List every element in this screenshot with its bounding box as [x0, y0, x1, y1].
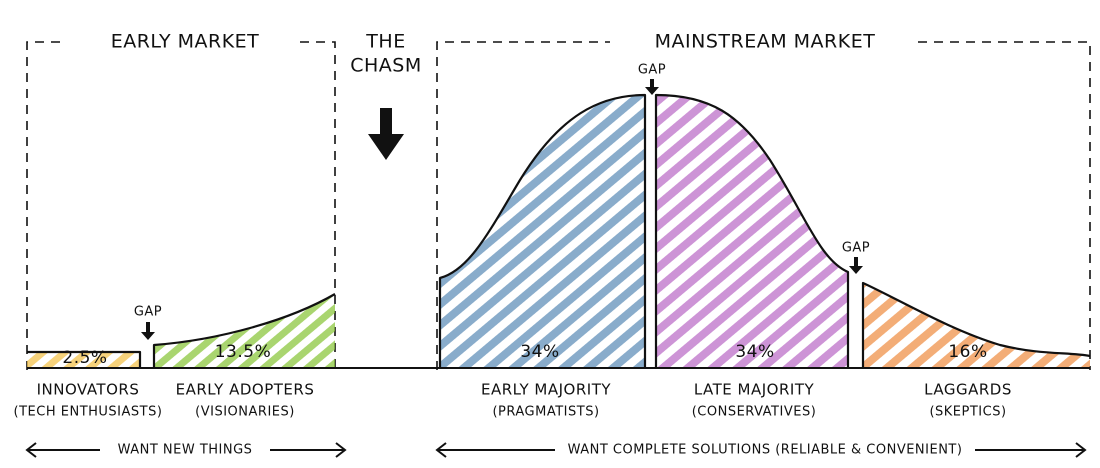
- gap-label: GAP: [638, 63, 666, 78]
- chasm-title: CHASM: [350, 55, 422, 77]
- segment-group: (CONSERVATIVES): [692, 405, 817, 420]
- segment-name: INNOVATORS: [37, 381, 140, 399]
- segment-group: (SKEPTICS): [929, 405, 1006, 420]
- gap-arrow: [849, 257, 863, 274]
- mainstream-market-box: [436, 41, 1091, 370]
- gap-label: GAP: [842, 241, 870, 256]
- segment-group: (TECH ENTHUSIASTS): [14, 405, 163, 420]
- innovators-area: [27, 352, 140, 368]
- laggards-area: [863, 283, 1090, 368]
- segment-share: 34%: [520, 342, 559, 362]
- early-adopters-area: [154, 294, 335, 368]
- early-majority-outline: [438, 93, 647, 368]
- late-majority-outline: [654, 93, 850, 368]
- laggards-outline: [861, 281, 1091, 368]
- segment-name: LAGGARDS: [924, 381, 1012, 399]
- early-market-box: [26, 41, 336, 370]
- right-note: WANT COMPLETE SOLUTIONS (RELIABLE & CONV…: [568, 443, 963, 458]
- segment-group: (PRAGMATISTS): [492, 405, 599, 420]
- gap-arrow: [141, 322, 155, 340]
- gap-arrow: [645, 79, 659, 95]
- segment-share: 16%: [948, 342, 987, 362]
- segment-name: EARLY ADOPTERS: [176, 381, 315, 399]
- left-note-arrow: [25, 442, 347, 458]
- right-note-arrow: [435, 442, 1087, 458]
- segment-name: LATE MAJORITY: [694, 381, 815, 399]
- early-majority-area: [440, 95, 645, 368]
- mainstream-market-title: MAINSTREAM MARKET: [655, 31, 876, 53]
- early-adopters-outline: [152, 293, 336, 368]
- chasm-arrow: [368, 108, 404, 160]
- left-note: WANT NEW THINGS: [118, 443, 253, 458]
- segment-share: 2.5%: [62, 348, 107, 368]
- late-majority-area: [656, 95, 848, 368]
- chasm-title: THE: [365, 31, 405, 53]
- segment-group: (VISIONARIES): [195, 405, 295, 420]
- segment-share: 34%: [735, 342, 774, 362]
- segment-share: 13.5%: [215, 342, 272, 362]
- segment-name: EARLY MAJORITY: [481, 381, 611, 399]
- early-market-title: EARLY MARKET: [111, 31, 260, 53]
- innovators-outline: [27, 350, 142, 368]
- gap-label: GAP: [134, 305, 162, 320]
